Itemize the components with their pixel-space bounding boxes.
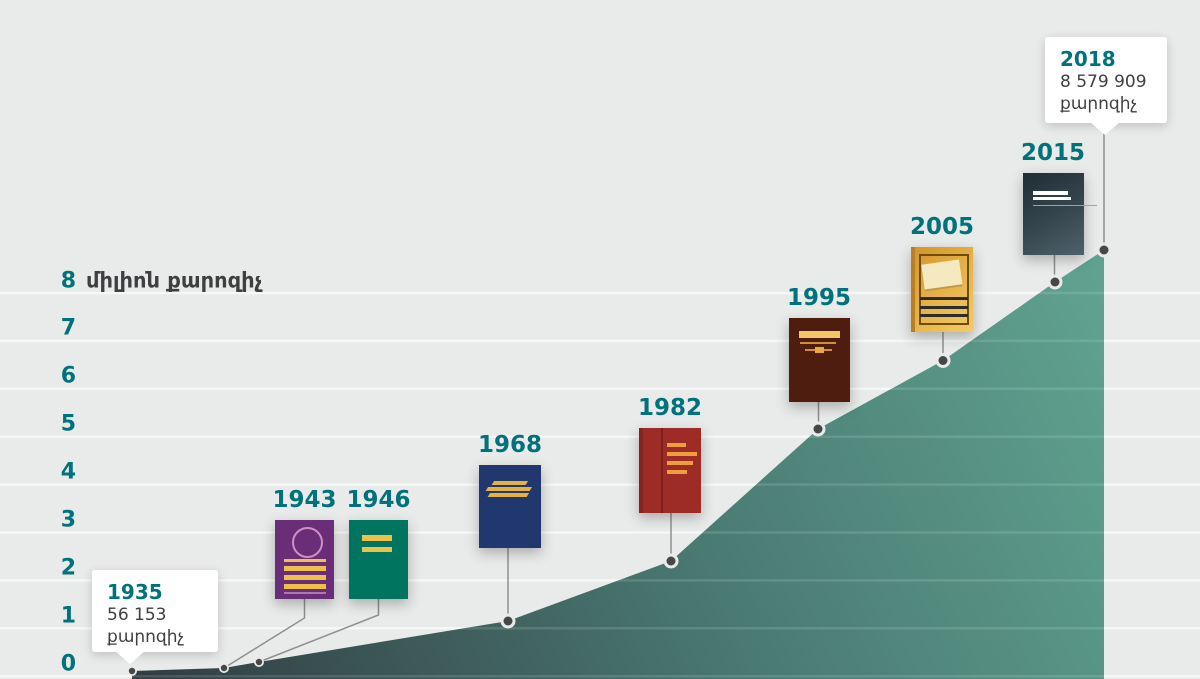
data-point-dot-1943 — [220, 664, 228, 672]
year-label-1946: 1946 — [346, 487, 411, 513]
book-1968-title-stroke — [487, 492, 530, 496]
y-axis-tick-label-6: 6 — [60, 363, 76, 389]
data-point-dot-2015 — [1050, 277, 1060, 287]
book-1943-text-line — [284, 566, 326, 571]
book-1946-title-bar — [362, 535, 392, 541]
year-label-1943: 1943 — [272, 487, 337, 513]
callout-1935: 1935 56 153 քարոզիչ — [92, 570, 218, 664]
callout-2018-year: 2018 — [1060, 47, 1116, 71]
callout-2018-value: 8 579 909 — [1060, 72, 1147, 92]
y-axis-title: 8 միլիոն քարոզիչ — [26, 268, 263, 293]
book-2005-text-line — [920, 297, 968, 301]
y-axis-tick-label-3: 3 — [60, 507, 76, 533]
data-point-dot-1982 — [666, 556, 676, 566]
book-1995-text-line — [799, 341, 836, 344]
book-1982-text-line — [667, 442, 686, 447]
callout-1935-year: 1935 — [107, 580, 163, 604]
book-cover-1946 — [349, 520, 408, 599]
year-label-1982: 1982 — [637, 395, 703, 421]
book-1982-text-line — [667, 452, 697, 456]
book-2015-title-bar — [1033, 197, 1071, 201]
y-axis-top-tick: 8 — [60, 268, 76, 293]
callout-1935-pointer — [115, 651, 145, 664]
data-point-dot-2018 — [1099, 245, 1109, 255]
book-1946-title-bar — [362, 546, 392, 552]
y-axis-tick-label-5: 5 — [60, 411, 76, 437]
callout-2018-pointer — [1090, 122, 1120, 135]
year-label-1968: 1968 — [477, 432, 543, 458]
book-2015-title-bar — [1033, 191, 1068, 195]
book-2005-page-edge — [911, 247, 915, 332]
book-1982-page-edge — [639, 428, 643, 513]
leader-line-1943 — [223, 599, 306, 669]
data-point-dot-2005 — [938, 356, 948, 365]
book-cover-1995 — [789, 318, 850, 402]
leader-line-1946 — [258, 599, 380, 663]
book-1943-circle-emblem — [292, 527, 323, 558]
y-axis-unit-label: միլիոն քարոզիչ — [86, 268, 263, 292]
book-1943-text-line — [284, 575, 326, 580]
book-1943-text-line — [284, 559, 326, 562]
book-cover-1943 — [275, 520, 334, 599]
book-2005-frame — [919, 254, 969, 325]
data-point-dot-1935 — [128, 667, 136, 675]
callout-2018: 2018 8 579 909 քարոզիչ — [1045, 37, 1167, 135]
callout-2018-unit: քարոզիչ — [1060, 94, 1138, 115]
book-1943-rule-line — [284, 591, 326, 594]
y-axis-tick-label-0: 0 — [60, 651, 76, 677]
callout-1935-unit: քարոզիչ — [107, 627, 185, 648]
book-1968-title-stroke — [491, 481, 529, 485]
callout-1935-value: 56 153 — [107, 605, 167, 625]
data-point-dot-1946 — [255, 658, 263, 666]
year-label-2005: 2005 — [909, 214, 975, 240]
book-2005-picture — [921, 259, 963, 292]
book-2005-text-line — [920, 305, 968, 309]
y-axis-tick-label-7: 7 — [60, 315, 76, 341]
data-point-dot-1968 — [503, 616, 513, 626]
book-1995-title-bar — [798, 331, 840, 338]
book-cover-2015 — [1023, 173, 1097, 255]
y-axis-tick-label-1: 1 — [60, 603, 76, 629]
book-1968-title-stroke — [485, 486, 533, 490]
book-1995-ornament — [815, 346, 824, 353]
y-axis-tick-label-4: 4 — [60, 459, 76, 485]
area-fill — [132, 250, 1104, 679]
book-cover-1982 — [639, 428, 701, 513]
book-cover-2005 — [911, 247, 973, 332]
book-2005-text-line — [920, 314, 968, 318]
book-1982-text-line — [667, 461, 693, 465]
book-cover-1968 — [479, 465, 541, 548]
book-1982-spine — [661, 428, 663, 513]
book-1982-text-line — [667, 470, 687, 474]
year-label-1995: 1995 — [786, 285, 852, 311]
book-1943-text-line — [284, 583, 326, 589]
y-axis-tick-label-2: 2 — [60, 555, 76, 581]
data-point-dot-1995 — [813, 424, 823, 434]
book-2015-gold-rule — [1033, 204, 1097, 207]
year-label-2015: 2015 — [1020, 140, 1086, 166]
